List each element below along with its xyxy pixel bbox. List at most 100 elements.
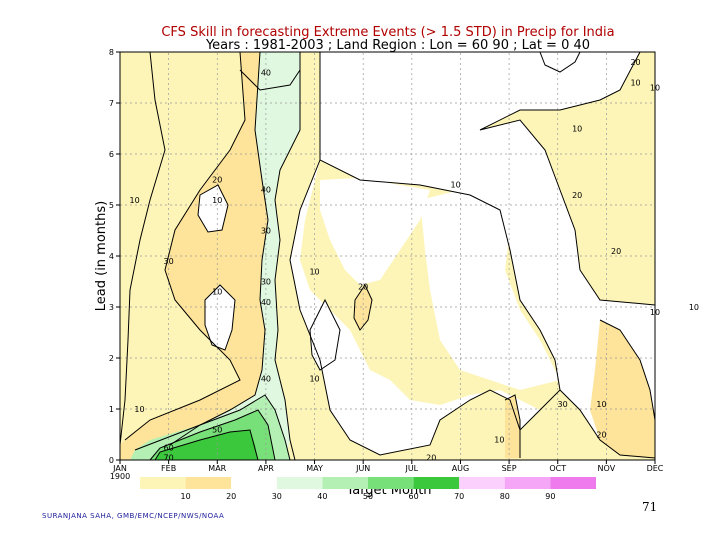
x-tick-label: JUL (404, 464, 418, 473)
contour-line-left-inner (124, 51, 246, 441)
contour-line-hole-may (309, 298, 341, 371)
contour-label: 10 (129, 196, 139, 205)
colorbar-level-label: 70 (454, 492, 464, 501)
contour-label: 10 (650, 84, 660, 93)
contour-line-layer (119, 51, 656, 461)
skill-band-20-30-left (120, 52, 285, 460)
contour-label: 30 (261, 278, 271, 287)
colorbar-swatch (413, 477, 460, 489)
skill-hole-aug-sep (420, 190, 560, 390)
x-tick-label: 1900 (110, 472, 130, 481)
contour-label: 20 (611, 247, 621, 256)
contour-label: 30 (164, 257, 174, 266)
y-tick-label: 6 (109, 150, 114, 159)
x-tick-label: OCT (549, 464, 566, 473)
x-tick-label: AUG (452, 464, 470, 473)
contour-line-hole-feb (204, 284, 236, 351)
slide-number: 71 (642, 500, 658, 514)
contour-line-hole-feb-upper (197, 184, 229, 233)
y-axis-label: Lead (in months) (94, 201, 109, 311)
x-tick-label: MAY (306, 464, 323, 473)
x-tick-label: JUN (355, 464, 370, 473)
skill-hole-feb (205, 285, 235, 350)
contour-line-right-low (599, 319, 656, 421)
colorbar-level-label: 10 (181, 492, 191, 501)
y-tick-label: 3 (109, 303, 114, 312)
contour-label: 10 (309, 374, 319, 383)
contour-label: 10 (134, 405, 144, 414)
contour-line-right (479, 51, 656, 306)
colorbar-level-label: 60 (409, 492, 419, 501)
skill-hole-jun-jul (320, 178, 430, 285)
contour-label: 10 (689, 303, 699, 312)
colorbar-level-label: 20 (226, 492, 236, 501)
contour-label: 20 (596, 431, 606, 440)
contour-label: 10 (572, 125, 582, 134)
skill-band-70-80 (155, 430, 258, 460)
skill-band-20-30-island-sep (505, 395, 520, 458)
contour-line-left-outer (119, 51, 166, 446)
contour-line-top-center (239, 69, 301, 91)
contour-label: 10 (650, 308, 660, 317)
x-tick-label: JAN (112, 464, 127, 473)
colorbar-swatch (368, 477, 414, 489)
contour-label: 40 (261, 68, 271, 77)
colorbar-level-label: 50 (363, 492, 373, 501)
contour-line-island-jun (353, 283, 373, 331)
colorbar-level-label: 30 (272, 492, 282, 501)
y-tick-label: 7 (109, 99, 114, 108)
skill-band-40-50 (170, 52, 300, 460)
contour-line-50 (134, 394, 291, 461)
contour-label: 10 (596, 400, 606, 409)
skill-hole-feb-upper (198, 185, 228, 232)
contour-label: 10 (494, 436, 504, 445)
contour-label: 20 (358, 283, 368, 292)
contour-fill-layer (120, 52, 655, 460)
y-tick-label: 1 (109, 405, 114, 414)
contour-labels: 20 10 10 40 10 20 40 10 10 10 20 30 20 30 10 30 20 10 40 10… (129, 58, 699, 462)
x-tick-label: FEB (161, 464, 176, 473)
contour-label: 10 (309, 267, 319, 276)
y-tick-label: 0 (109, 456, 114, 465)
contour-label: 10 (212, 288, 222, 297)
contour-label: 10 (212, 196, 222, 205)
contour-label: 10 (450, 181, 460, 190)
colorbar-swatch (504, 477, 551, 489)
chart-title: CFS Skill in forecasting Extreme Events … (161, 25, 614, 40)
contour-label: 40 (261, 374, 271, 383)
contour-label: 50 (212, 425, 222, 434)
grid-layer (120, 52, 655, 460)
y-axis: 0 1 2 3 4 5 6 7 8 (109, 48, 120, 465)
contour-line-island-sep (504, 394, 521, 458)
contour-label: 20 (212, 176, 222, 185)
plot-area (119, 51, 656, 461)
contour-line-70 (154, 429, 259, 461)
contour-label: 10 (630, 79, 640, 88)
chart-subtitle: Years : 1981-2003 ; Land Region : Lon = … (205, 38, 590, 53)
contour-label: 70 (164, 453, 174, 462)
contour-label: 30 (261, 227, 271, 236)
x-tick-label: DEC (647, 464, 664, 473)
colorbar-swatch (550, 477, 596, 489)
colorbar-swatch (185, 477, 232, 489)
contour-line-top-right-loop (539, 51, 581, 73)
author-credit: SURANJANA SAHA, GMB/EMC/NCEP/NWS/NOAA (42, 512, 225, 520)
colorbar-swatch (459, 477, 505, 489)
colorbar-swatch (322, 477, 368, 489)
contour-line-green-left (169, 51, 269, 446)
contour-label: 20 (630, 58, 640, 67)
x-tick-label: NOV (598, 464, 616, 473)
colorbar-level-label: 80 (500, 492, 510, 501)
x-tick-label: APR (258, 464, 274, 473)
y-tick-label: 5 (109, 201, 114, 210)
contour-line-right-bottom (559, 389, 656, 459)
colorbar-level-label: 40 (317, 492, 327, 501)
skill-band-20-30-island-jun (354, 285, 372, 330)
colorbar-swatch (276, 477, 323, 489)
contour-label: 60 (164, 443, 174, 452)
y-tick-label: 2 (109, 354, 114, 363)
x-tick-label: MAR (208, 464, 226, 473)
contour-line-green-right (274, 52, 301, 461)
contour-label: 20 (426, 453, 436, 462)
